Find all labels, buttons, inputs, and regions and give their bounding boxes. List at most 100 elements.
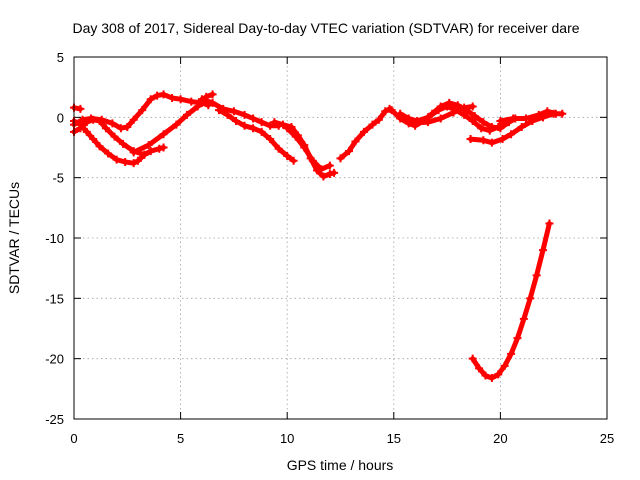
data-point bbox=[481, 371, 490, 380]
data-point bbox=[155, 144, 164, 153]
data-point bbox=[283, 151, 292, 160]
data-point bbox=[345, 147, 354, 156]
data-point bbox=[494, 122, 503, 131]
data-point bbox=[479, 118, 488, 127]
data-point bbox=[257, 127, 266, 136]
data-point bbox=[110, 132, 119, 141]
data-point bbox=[82, 127, 91, 136]
data-point bbox=[534, 110, 543, 119]
data-point bbox=[97, 115, 106, 124]
y-tick-label: 0 bbox=[57, 110, 64, 125]
chart-title: Day 308 of 2017, Sidereal Day-to-day VTE… bbox=[72, 20, 579, 36]
data-point bbox=[468, 102, 477, 111]
x-tick-label: 5 bbox=[177, 431, 184, 446]
data-point bbox=[187, 97, 196, 106]
data-point bbox=[146, 95, 155, 104]
data-point bbox=[229, 107, 238, 116]
x-tick-label: 20 bbox=[493, 431, 507, 446]
data-point bbox=[468, 116, 477, 125]
data-point bbox=[76, 124, 85, 133]
data-point bbox=[193, 102, 202, 111]
data-point bbox=[325, 170, 334, 179]
data-point bbox=[507, 349, 516, 358]
data-point bbox=[479, 136, 488, 145]
data-point bbox=[95, 142, 104, 151]
data-point bbox=[513, 334, 522, 343]
plot-frame bbox=[73, 56, 608, 420]
data-point bbox=[551, 109, 560, 118]
data-point bbox=[336, 154, 345, 163]
data-point bbox=[153, 91, 162, 100]
data-point bbox=[423, 118, 432, 127]
data-point bbox=[404, 114, 413, 123]
series-line-track-10 bbox=[338, 106, 392, 161]
data-point bbox=[121, 157, 130, 166]
data-point bbox=[526, 294, 535, 303]
x-tick-label: 0 bbox=[70, 431, 77, 446]
data-point bbox=[325, 161, 334, 170]
data-point bbox=[411, 118, 420, 127]
data-point bbox=[112, 155, 121, 164]
data-point bbox=[494, 370, 503, 379]
data-point bbox=[89, 135, 98, 144]
data-point bbox=[101, 124, 110, 133]
data-point bbox=[240, 110, 249, 119]
data-point bbox=[159, 130, 168, 139]
tick-labels: 0 5 10 15 20 25 -25 -20 -15 -10 -5 0 5 bbox=[45, 50, 614, 446]
data-point bbox=[543, 107, 552, 116]
data-point bbox=[108, 119, 117, 128]
data-point bbox=[182, 110, 191, 119]
data-point bbox=[545, 219, 554, 228]
data-point bbox=[278, 120, 287, 129]
data-point bbox=[176, 95, 185, 104]
data-point bbox=[487, 138, 496, 147]
data-point bbox=[146, 147, 155, 156]
data-point bbox=[214, 106, 223, 115]
data-point bbox=[208, 90, 217, 99]
data-point bbox=[368, 120, 377, 129]
data-point bbox=[240, 121, 249, 130]
data-point bbox=[123, 122, 132, 131]
data-point bbox=[449, 108, 458, 117]
data-point bbox=[475, 364, 484, 373]
data-point bbox=[396, 109, 405, 118]
data-point bbox=[308, 156, 317, 165]
y-tick-label: -25 bbox=[45, 412, 64, 427]
data-point bbox=[443, 102, 452, 111]
data-point bbox=[434, 106, 443, 115]
data-point bbox=[138, 106, 147, 115]
data-point bbox=[78, 115, 87, 124]
data-point bbox=[470, 112, 479, 121]
data-point bbox=[168, 94, 177, 103]
series-group bbox=[70, 90, 567, 382]
series-line-track-14 bbox=[468, 111, 565, 146]
data-point bbox=[76, 104, 85, 113]
data-point bbox=[498, 135, 507, 144]
data-point bbox=[468, 354, 477, 363]
data-point bbox=[460, 110, 469, 119]
data-point bbox=[317, 165, 326, 174]
data-point bbox=[144, 141, 153, 150]
data-point bbox=[319, 172, 328, 181]
data-point bbox=[104, 149, 113, 158]
data-point bbox=[133, 156, 142, 165]
series-line-track-2 bbox=[71, 117, 147, 158]
data-point bbox=[509, 114, 518, 123]
series-line-track-7 bbox=[216, 107, 297, 164]
y-tick-label: -5 bbox=[52, 171, 64, 186]
data-point bbox=[359, 127, 368, 136]
y-tick-label: -20 bbox=[45, 352, 64, 367]
data-point bbox=[519, 314, 528, 323]
data-point bbox=[539, 246, 548, 255]
data-point bbox=[119, 139, 128, 148]
data-point bbox=[381, 107, 390, 116]
data-point bbox=[159, 90, 168, 99]
x-tick-label: 15 bbox=[387, 431, 401, 446]
y-axis-label: SDTVAR / TECUs bbox=[6, 182, 22, 294]
data-point bbox=[291, 132, 300, 141]
y-tick-label: -10 bbox=[45, 231, 64, 246]
grid bbox=[74, 57, 607, 419]
data-point bbox=[436, 114, 445, 123]
data-point bbox=[249, 124, 258, 133]
